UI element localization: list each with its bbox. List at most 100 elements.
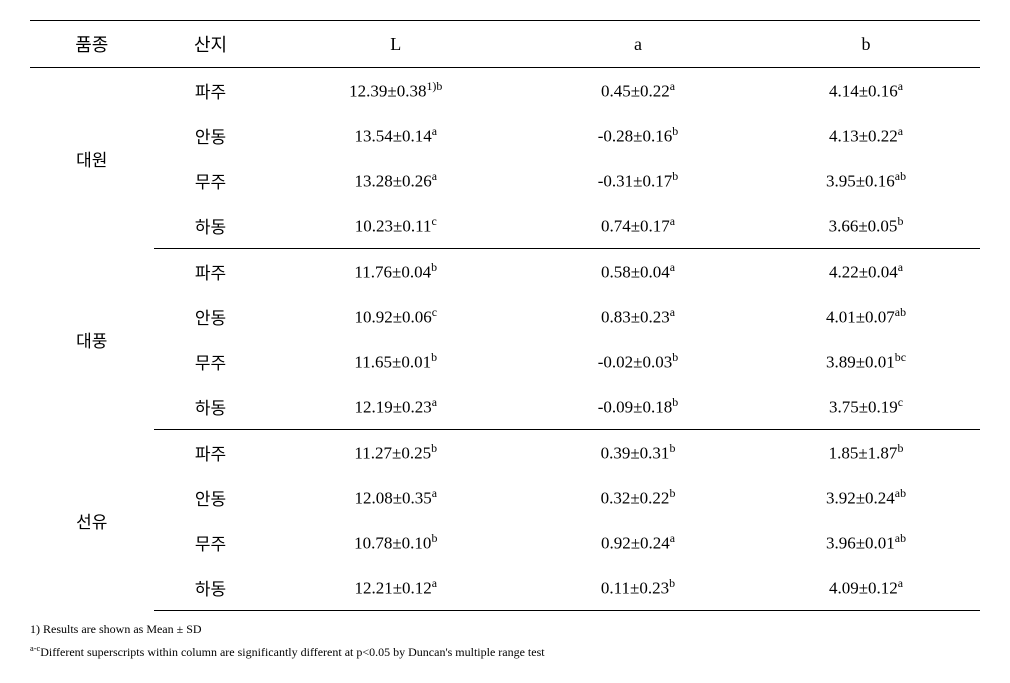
b-value: 4.22±0.04 xyxy=(829,263,898,282)
table-row: 무주10.78±0.10b0.92±0.24a3.96±0.01ab xyxy=(30,520,980,565)
L-sup: c xyxy=(431,214,436,228)
a-sup: a xyxy=(670,260,675,274)
b-cell: 3.92±0.24ab xyxy=(752,475,980,520)
a-cell: 0.32±0.22b xyxy=(524,475,752,520)
L-cell: 11.27±0.25b xyxy=(268,430,525,476)
b-sup: ab xyxy=(895,531,906,545)
table-row: 대원파주12.39±0.381)b0.45±0.22a4.14±0.16a xyxy=(30,68,980,114)
L-sup: 1)b xyxy=(426,79,442,93)
a-sup: a xyxy=(670,305,675,319)
a-cell: 0.11±0.23b xyxy=(524,565,752,611)
header-row: 품종 산지 L a b xyxy=(30,21,980,68)
table-row: 무주11.65±0.01b-0.02±0.03b3.89±0.01bc xyxy=(30,339,980,384)
a-cell: 0.58±0.04a xyxy=(524,249,752,295)
b-value: 3.96±0.01 xyxy=(826,534,895,553)
header-b: b xyxy=(752,21,980,68)
a-value: 0.58±0.04 xyxy=(601,263,670,282)
a-cell: -0.02±0.03b xyxy=(524,339,752,384)
L-cell: 11.76±0.04b xyxy=(268,249,525,295)
L-cell: 11.65±0.01b xyxy=(268,339,525,384)
table-row: 안동12.08±0.35a0.32±0.22b3.92±0.24ab xyxy=(30,475,980,520)
b-cell: 3.95±0.16ab xyxy=(752,158,980,203)
b-sup: ab xyxy=(895,305,906,319)
L-sup: a xyxy=(432,576,437,590)
a-value: -0.28±0.16 xyxy=(598,127,673,146)
table-body: 대원파주12.39±0.381)b0.45±0.22a4.14±0.16a안동1… xyxy=(30,68,980,611)
L-value: 10.92±0.06 xyxy=(354,308,431,327)
L-value: 10.23±0.11 xyxy=(355,217,432,236)
a-cell: 0.92±0.24a xyxy=(524,520,752,565)
L-value: 13.28±0.26 xyxy=(354,172,431,191)
L-cell: 12.08±0.35a xyxy=(268,475,525,520)
a-sup: b xyxy=(669,486,675,500)
L-value: 11.76±0.04 xyxy=(354,263,431,282)
b-sup: c xyxy=(898,395,903,409)
region-cell: 하동 xyxy=(154,384,268,430)
footnote-2-text: Different superscripts within column are… xyxy=(40,645,544,659)
region-cell: 무주 xyxy=(154,158,268,203)
L-sup: a xyxy=(432,124,437,138)
header-L: L xyxy=(268,21,525,68)
table-row: 대풍파주11.76±0.04b0.58±0.04a4.22±0.04a xyxy=(30,249,980,295)
b-cell: 4.09±0.12a xyxy=(752,565,980,611)
L-value: 11.27±0.25 xyxy=(354,444,431,463)
variety-cell: 대풍 xyxy=(30,249,154,430)
a-sup: a xyxy=(670,79,675,93)
table-row: 하동12.21±0.12a0.11±0.23b4.09±0.12a xyxy=(30,565,980,611)
L-cell: 13.28±0.26a xyxy=(268,158,525,203)
variety-cell: 선유 xyxy=(30,430,154,611)
a-sup: b xyxy=(669,441,675,455)
region-cell: 하동 xyxy=(154,203,268,249)
a-sup: b xyxy=(669,576,675,590)
b-cell: 4.14±0.16a xyxy=(752,68,980,114)
footnote-1: 1) Results are shown as Mean ± SD xyxy=(30,619,980,641)
a-value: -0.31±0.17 xyxy=(598,172,673,191)
b-value: 4.14±0.16 xyxy=(829,82,898,101)
L-value: 11.65±0.01 xyxy=(354,353,431,372)
variety-cell: 대원 xyxy=(30,68,154,249)
data-table: 품종 산지 L a b 대원파주12.39±0.381)b0.45±0.22a4… xyxy=(30,20,980,611)
a-cell: -0.09±0.18b xyxy=(524,384,752,430)
a-cell: -0.28±0.16b xyxy=(524,113,752,158)
L-value: 12.21±0.12 xyxy=(354,579,431,598)
b-sup: b xyxy=(897,214,903,228)
a-value: 0.32±0.22 xyxy=(601,489,670,508)
a-sup: a xyxy=(670,531,675,545)
b-cell: 3.89±0.01bc xyxy=(752,339,980,384)
b-sup: bc xyxy=(895,350,906,364)
a-sup: b xyxy=(672,395,678,409)
L-sup: a xyxy=(432,486,437,500)
a-cell: 0.83±0.23a xyxy=(524,294,752,339)
b-cell: 3.66±0.05b xyxy=(752,203,980,249)
a-sup: b xyxy=(672,124,678,138)
region-cell: 안동 xyxy=(154,294,268,339)
L-cell: 10.78±0.10b xyxy=(268,520,525,565)
b-cell: 3.75±0.19c xyxy=(752,384,980,430)
b-sup: ab xyxy=(895,486,906,500)
b-sup: a xyxy=(898,79,903,93)
L-sup: a xyxy=(432,395,437,409)
table-row: 무주13.28±0.26a -0.31±0.17b 3.95±0.16ab xyxy=(30,158,980,203)
table-row: 하동12.19±0.23a-0.09±0.18b3.75±0.19c xyxy=(30,384,980,430)
L-sup: b xyxy=(431,260,437,274)
b-value: 1.85±1.87 xyxy=(829,444,898,463)
header-variety: 품종 xyxy=(30,21,154,68)
L-value: 12.19±0.23 xyxy=(354,398,431,417)
a-sup: a xyxy=(670,214,675,228)
b-value: 3.66±0.05 xyxy=(829,217,898,236)
footnote-2-sup: a-c xyxy=(30,644,40,653)
L-cell: 13.54±0.14a xyxy=(268,113,525,158)
b-cell: 4.22±0.04a xyxy=(752,249,980,295)
region-cell: 하동 xyxy=(154,565,268,611)
b-value: 3.89±0.01 xyxy=(826,353,895,372)
a-sup: b xyxy=(672,169,678,183)
region-cell: 무주 xyxy=(154,339,268,384)
b-sup: a xyxy=(898,576,903,590)
header-region: 산지 xyxy=(154,21,268,68)
L-cell: 12.21±0.12a xyxy=(268,565,525,611)
b-cell: 4.01±0.07ab xyxy=(752,294,980,339)
a-cell: 0.74±0.17a xyxy=(524,203,752,249)
a-value: 0.74±0.17 xyxy=(601,217,670,236)
a-value: 0.83±0.23 xyxy=(601,308,670,327)
a-value: -0.09±0.18 xyxy=(598,398,673,417)
